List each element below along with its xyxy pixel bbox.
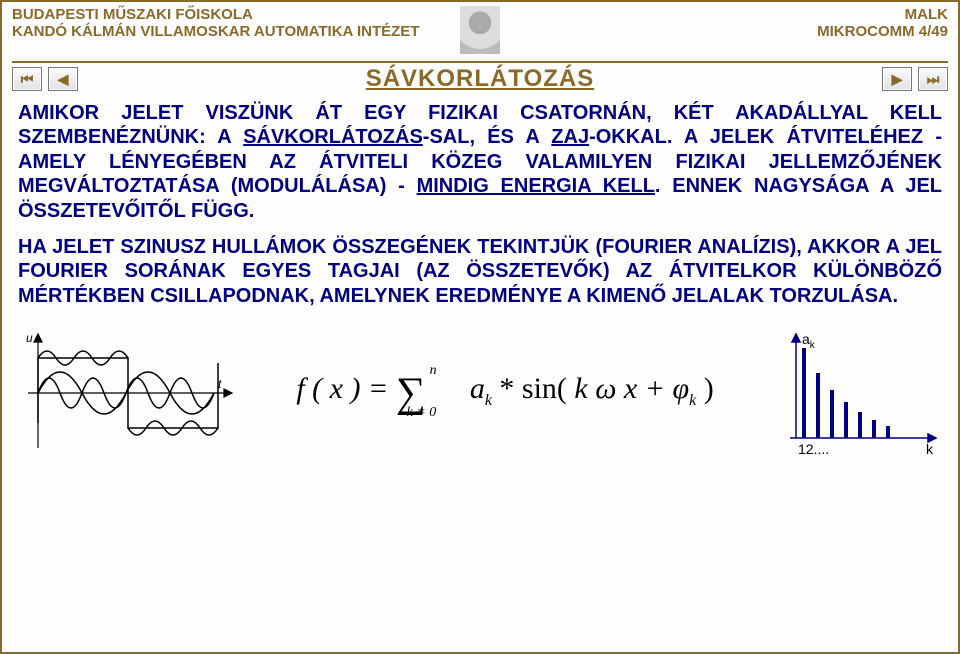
formula-lhs: f ( x ) = [296, 372, 388, 405]
formula-a-sub: k [485, 392, 492, 409]
sum-bot: k = 0 [407, 405, 437, 420]
formula-kwx: k ω x + φ [567, 372, 689, 405]
nav-next-button[interactable]: ▶ [882, 67, 912, 91]
body-text: AMIKOR JELET VISZÜNK ÁT EGY FIZIKAI CSAT… [2, 95, 958, 324]
portrait-icon [460, 6, 500, 54]
header-left: BUDAPESTI MŰSZAKI FŐISKOLA KANDÓ KÁLMÁN … [12, 6, 455, 41]
org-line2: KANDÓ KÁLMÁN VILLAMOSKAR AUTOMATIKA INTÉ… [12, 23, 455, 40]
nav-first-button[interactable]: ⏮ [12, 67, 42, 91]
header: BUDAPESTI MŰSZAKI FŐISKOLA KANDÓ KÁLMÁN … [2, 2, 958, 59]
p1-u3: MINDIG ENERGIA KELL [417, 175, 655, 197]
wave-u-label: u [26, 331, 33, 345]
p1-u2: ZAJ [551, 126, 589, 148]
spec-ticks: 12.... [798, 441, 829, 457]
nav-last-button[interactable]: ⏭ [918, 67, 948, 91]
formula-sin: sin( [522, 372, 567, 405]
header-right: MALK MIKROCOMM 4/49 [505, 6, 948, 41]
nav-prev-button[interactable]: ◀ [48, 67, 78, 91]
dept-line2: MIKROCOMM 4/49 [505, 23, 948, 40]
dept-line1: MALK [505, 6, 948, 23]
formula-close: ) [696, 372, 714, 405]
formula-star: * [499, 372, 522, 405]
paragraph-1: AMIKOR JELET VISZÜNK ÁT EGY FIZIKAI CSAT… [18, 101, 942, 223]
header-portrait [455, 6, 505, 59]
nav-row: ⏮ ◀ SÁVKORLÁTOZÁS ▶ ⏭ [2, 63, 958, 95]
p1-u1: SÁVKORLÁTOZÁS [243, 126, 423, 148]
paragraph-2: HA JELET SZINUSZ HULLÁMOK ÖSSZEGÉNEK TEK… [18, 235, 942, 308]
org-line1: BUDAPESTI MŰSZAKI FŐISKOLA [12, 6, 455, 23]
fourier-formula: f ( x ) = ∑nk = 0 ak * sin( k ω x + φk ) [252, 369, 758, 417]
figure-row: u t f ( x ) = ∑nk = 0 ak * sin( k ω x + … [2, 324, 958, 468]
slide-page: BUDAPESTI MŰSZAKI FŐISKOLA KANDÓ KÁLMÁN … [0, 0, 960, 654]
spec-xlabel: k [926, 441, 934, 457]
sum-top: n [430, 363, 437, 378]
slide-title: SÁVKORLÁTOZÁS [78, 65, 882, 93]
p1-b: -SAL, ÉS A [423, 126, 551, 148]
formula-a: a [470, 372, 485, 405]
waveform-figure: u t [18, 328, 238, 458]
spectrum-figure: ak k 12.... [772, 328, 942, 458]
